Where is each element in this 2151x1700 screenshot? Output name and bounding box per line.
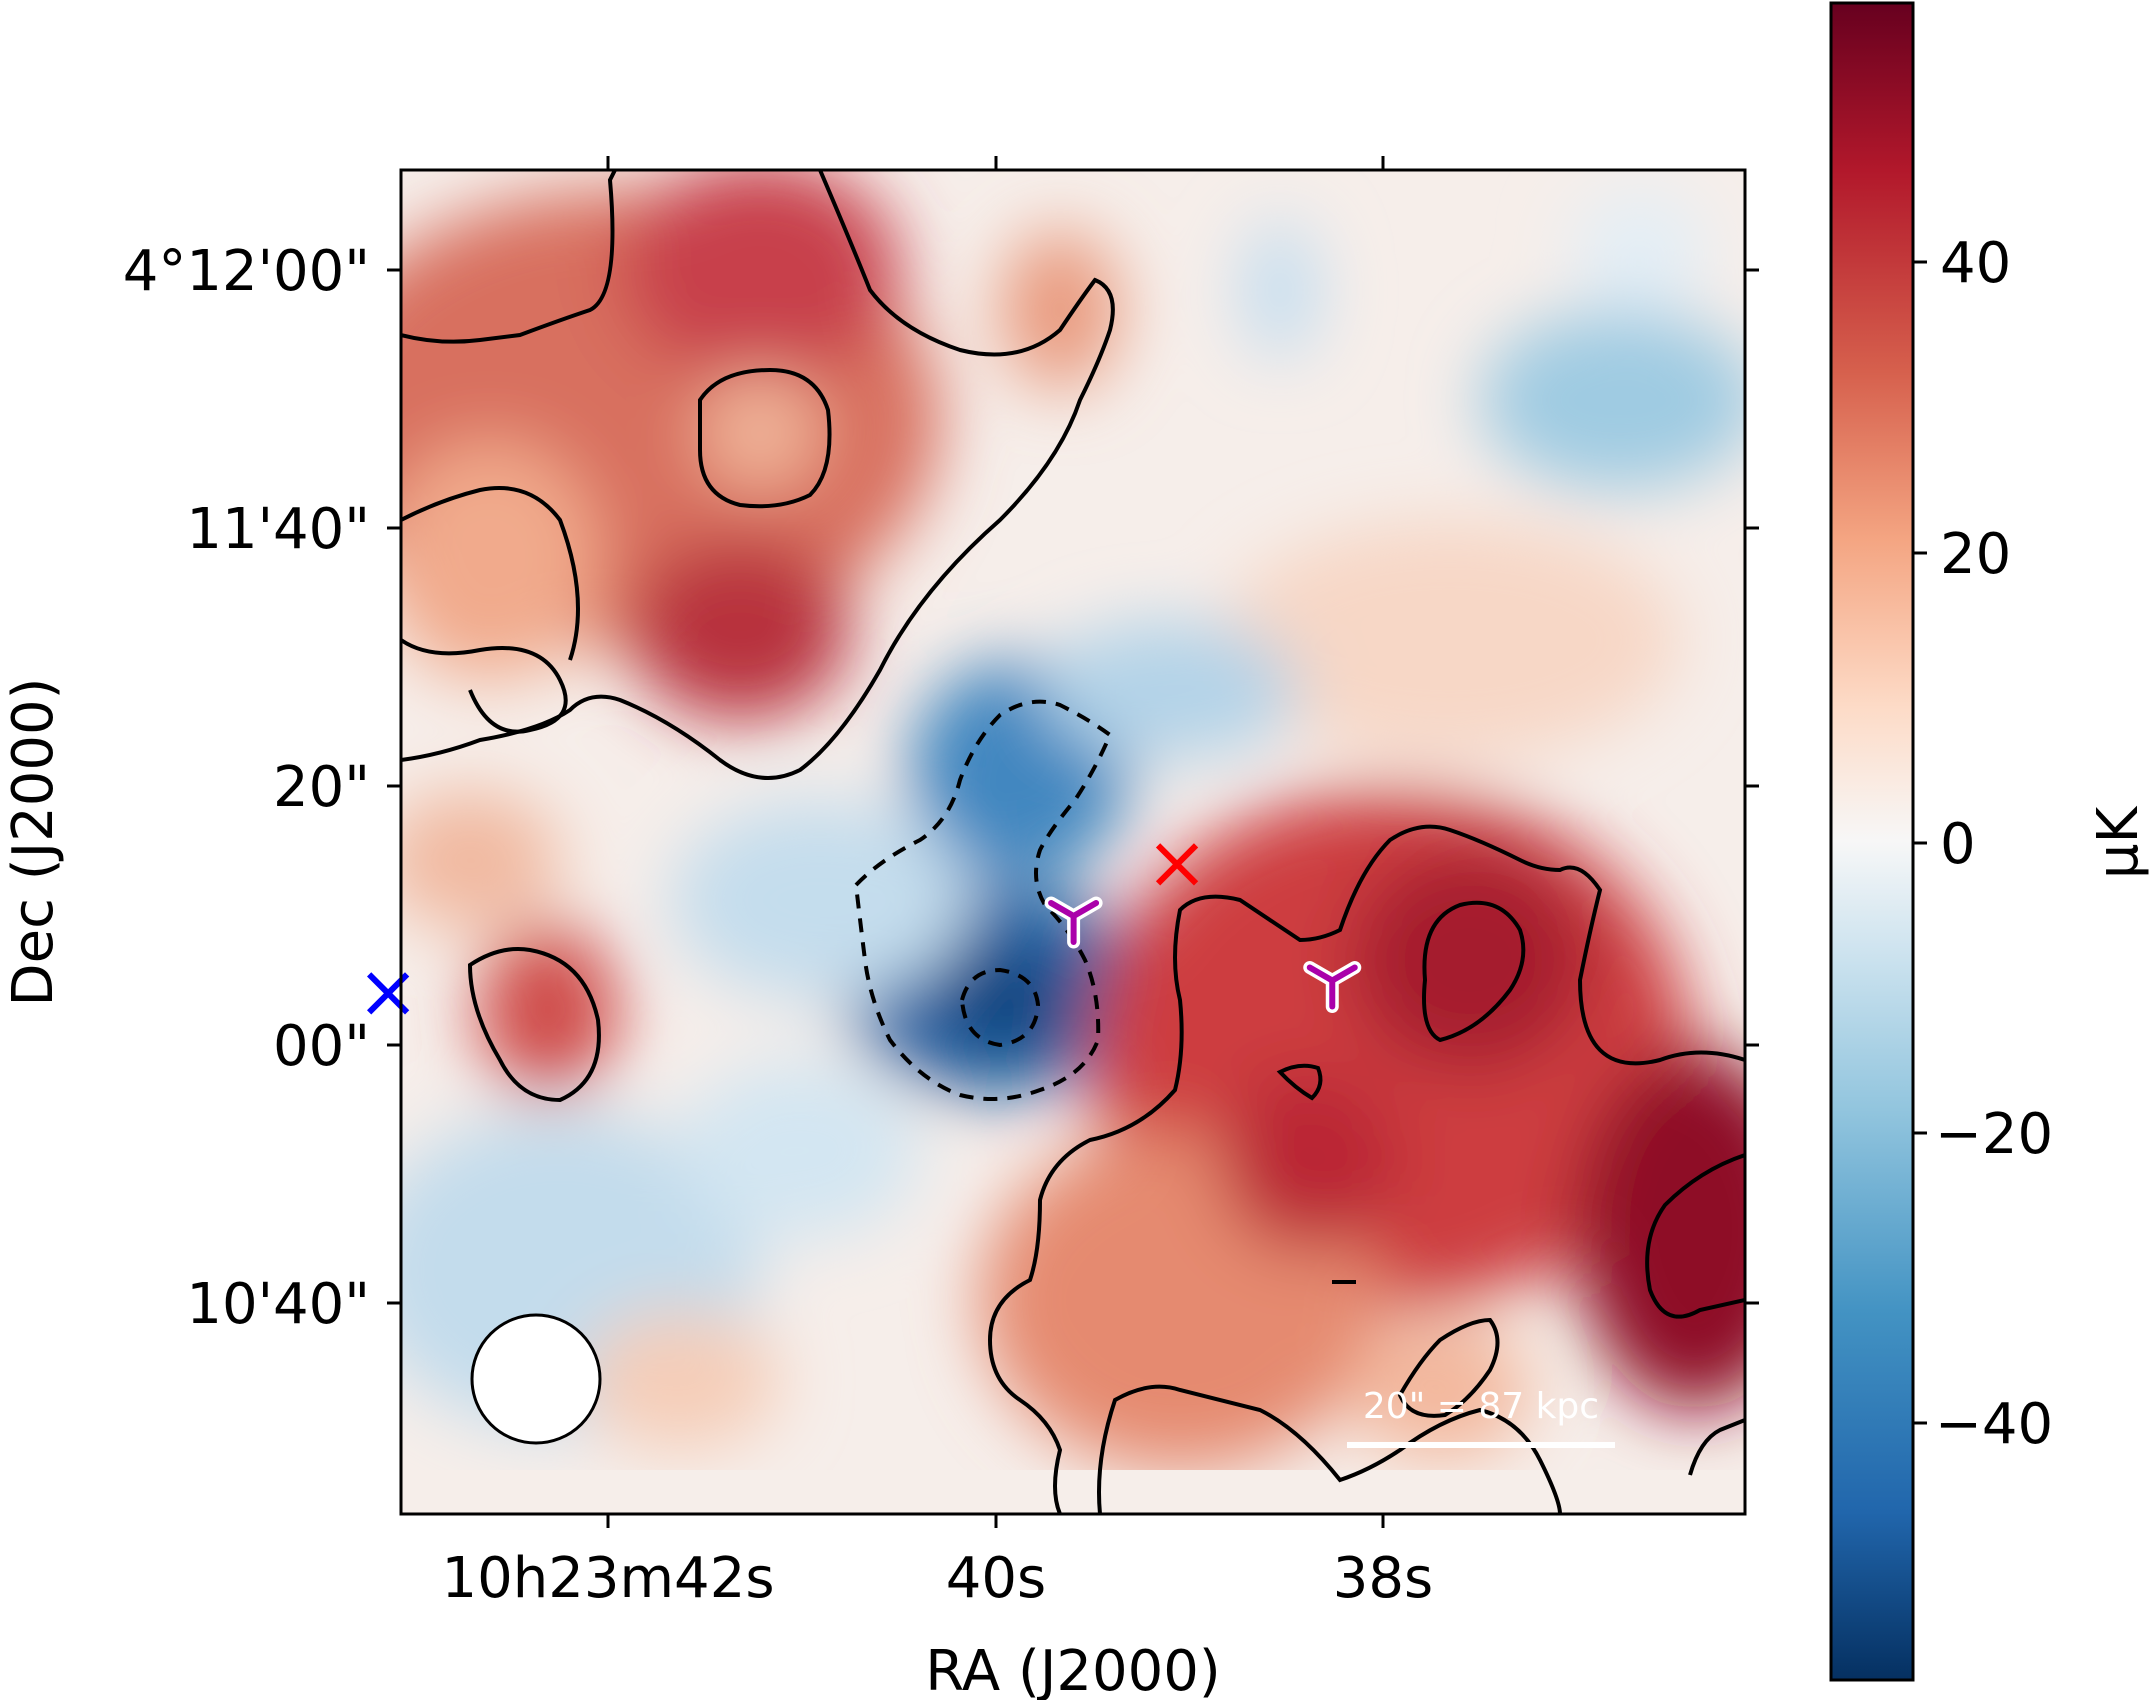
contour-bottom [1097,1384,1562,1514]
colorbar-tick-label-0: 40 [1940,231,2011,296]
marker-stroke [1329,964,1358,984]
contour-lower-right [987,824,1745,1514]
contour-left-edge [401,486,580,661]
marker-stroke [1048,900,1077,919]
contour-upper-left [401,170,1115,780]
contour-lower-right-inner-2 [1276,1063,1323,1101]
beam-ellipse [470,1313,602,1445]
x-ticks [606,156,1385,1528]
y-ticks [387,268,1759,1305]
colorbar-gradient [1829,1,1915,1682]
colorbar: 40 20 0 −20 −40 μK [1829,1,2151,1682]
marker-stroke [1306,964,1336,984]
marker-magenta-tri-2 [1303,961,1362,1013]
colorbar-tick-label-1: 20 [1940,522,2011,587]
contour-lines [401,170,1745,1514]
colorbar-tick-label-4: −40 [1935,1392,2053,1457]
y-tick-label-1: 11'40" [186,497,370,562]
marker-stroke [1155,843,1199,886]
x-tick-label-1: 40s [946,1546,1046,1611]
marker-magenta-tri-1 [1044,896,1103,949]
contour-negative-outer [853,699,1113,1101]
x-tick-label-2: 38s [1333,1546,1433,1611]
heatmap-panel: 20" = 87 kpc 10h23m42s 40s 38s [1,156,1759,1700]
colorbar-label: μK [2086,806,2151,880]
colorbar-tick-label-2: 0 [1940,812,1976,877]
y-tick-label-0: 4°12'00" [123,239,370,304]
markers [367,843,1362,1015]
scalebar: 20" = 87 kpc [1347,1386,1615,1448]
marker-red-x [1155,843,1199,886]
colorbar-ticks [1913,260,1927,1425]
contour-lower-right-inner-1 [1422,900,1526,1043]
y-tick-label-3: 00" [273,1014,370,1079]
contour-negative-inner [959,967,1041,1048]
contour-bottom-right-edge [1688,1418,1745,1476]
y-axis-label: Dec (J2000) [1,678,66,1007]
contour-upper-hole [698,367,832,509]
plot-frame [399,168,1747,1516]
marker-stroke [1070,900,1100,919]
contour-lower-right-inner-3 [1645,1153,1745,1319]
x-tick-label-0: 10h23m42s [442,1546,775,1611]
contour-diagonal-lower [1397,1317,1500,1418]
scalebar-label: 20" = 87 kpc [1363,1386,1599,1427]
y-tick-label-2: 20" [273,755,370,820]
x-axis-label: RA (J2000) [925,1639,1220,1700]
y-tick-label-4: 10'40" [186,1272,370,1337]
contour-left-inner [401,638,568,734]
colorbar-tick-label-3: −20 [1935,1102,2053,1167]
contour-left-blob [467,947,601,1103]
